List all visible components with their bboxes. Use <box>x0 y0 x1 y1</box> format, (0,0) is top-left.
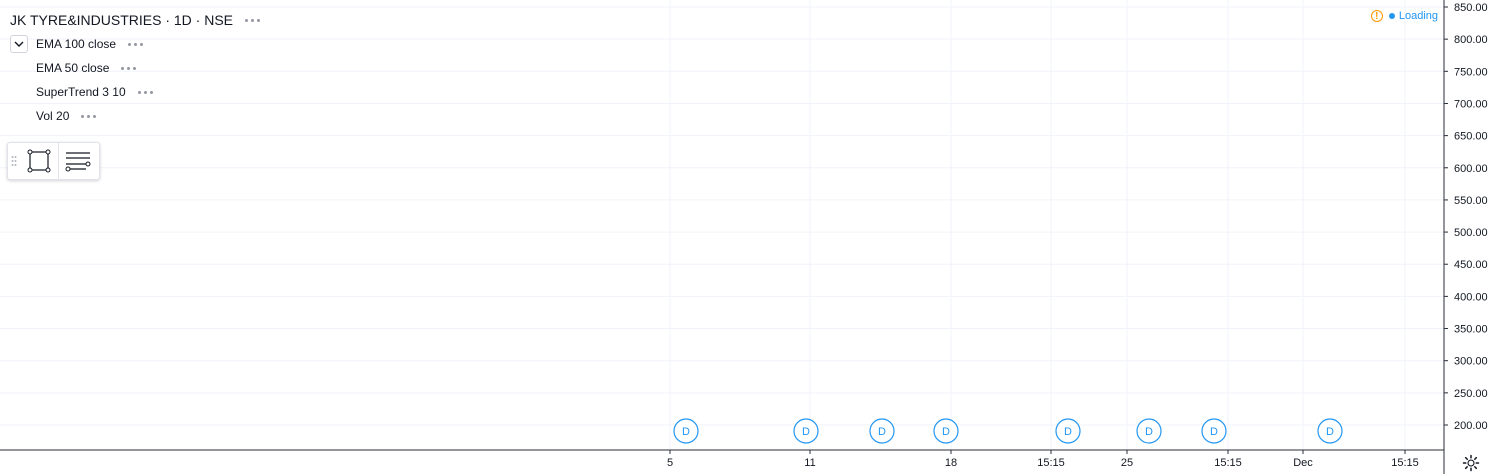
horizontal-lines-icon <box>65 152 91 172</box>
floating-drawing-toolbar <box>7 142 100 180</box>
study-row-ema100: EMA 100 close <box>10 32 260 56</box>
dividend-marker-label: D <box>682 426 690 438</box>
price-tick-label: 750.00 <box>1454 66 1488 78</box>
dividend-marker-label: D <box>1210 426 1218 438</box>
horizontal-lines-tool-button[interactable] <box>58 143 97 179</box>
dividend-marker[interactable]: D <box>1201 418 1227 444</box>
time-tick-label: 15:15 <box>1037 457 1065 469</box>
time-tick-label: 18 <box>945 457 957 469</box>
dividend-marker[interactable]: D <box>933 418 959 444</box>
study-row-vol: Vol 20 <box>10 104 260 128</box>
study-more-icon[interactable] <box>121 66 137 70</box>
time-tick-label: 15:15 <box>1214 457 1242 469</box>
study-more-icon[interactable] <box>81 114 97 118</box>
study-label[interactable]: Vol 20 <box>36 109 70 123</box>
time-tick-label: 11 <box>804 457 815 469</box>
chevron-down-icon <box>14 41 24 47</box>
rectangle-tool-button[interactable] <box>20 143 58 179</box>
status-indicator: ! Loading <box>1370 10 1438 22</box>
dividend-marker[interactable]: D <box>1136 418 1162 444</box>
price-tick-label: 400.00 <box>1454 291 1488 303</box>
price-axis[interactable]: 850.00 800.00 750.00 700.00 650.00 600.00 550.… <box>1444 2 1488 432</box>
price-tick-label: 550.00 <box>1454 195 1488 207</box>
price-tick-label: 600.00 <box>1454 163 1488 175</box>
collapse-studies-button[interactable] <box>10 35 28 53</box>
study-more-icon[interactable] <box>128 42 144 46</box>
dividend-marker[interactable]: D <box>673 418 699 444</box>
chart-legend: JK TYRE&INDUSTRIES · 1D · NSE EMA 100 cl… <box>10 8 261 128</box>
dividend-marker-label: D <box>802 426 810 438</box>
price-tick-label: 850.00 <box>1454 2 1488 14</box>
study-label[interactable]: SuperTrend 3 10 <box>36 85 126 99</box>
time-tick-label: 5 <box>667 457 673 469</box>
time-tick-label: Dec <box>1293 457 1313 469</box>
dividend-marker-label: D <box>1326 426 1334 438</box>
loading-label: Loading <box>1398 10 1438 22</box>
warning-icon[interactable]: ! <box>1370 10 1383 22</box>
study-label[interactable]: EMA 100 close <box>36 37 117 51</box>
study-row-ema50: EMA 50 close <box>10 56 260 80</box>
symbol-row: JK TYRE&INDUSTRIES · 1D · NSE <box>10 8 261 32</box>
price-tick-label: 450.00 <box>1454 259 1488 271</box>
vertical-gridlines <box>669 0 1406 450</box>
symbol-more-icon[interactable] <box>245 18 261 22</box>
dividend-marker-label: D <box>1064 426 1072 438</box>
study-label[interactable]: EMA 50 close <box>36 61 110 75</box>
dividend-marker[interactable]: D <box>1055 418 1081 444</box>
price-tick-label: 350.00 <box>1454 324 1488 336</box>
time-axis[interactable]: 5 11 18 15:15 25 15:15 Dec 15:15 <box>667 450 1419 469</box>
rectangle-icon <box>27 149 51 173</box>
loading-dot-icon <box>1388 13 1395 19</box>
dividend-marker-label: D <box>878 426 886 438</box>
dividend-marker-label: D <box>1145 426 1153 438</box>
study-more-icon[interactable] <box>137 90 153 94</box>
drag-handle-icon[interactable] <box>8 143 20 179</box>
price-tick-label: 700.00 <box>1454 98 1488 110</box>
price-tick-label: 650.00 <box>1454 131 1488 143</box>
time-tick-label: 25 <box>1121 457 1133 469</box>
price-tick-label: 200.00 <box>1454 420 1488 432</box>
dividend-marker-label: D <box>942 426 950 438</box>
time-tick-label: 15:15 <box>1391 457 1419 469</box>
symbol-title[interactable]: JK TYRE&INDUSTRIES · 1D · NSE <box>10 12 234 28</box>
dividend-marker[interactable]: D <box>869 418 895 444</box>
price-tick-label: 250.00 <box>1454 388 1488 400</box>
dividend-marker[interactable]: D <box>1317 418 1343 444</box>
price-tick-label: 500.00 <box>1454 227 1488 239</box>
price-tick-label: 800.00 <box>1454 34 1488 46</box>
dividend-marker[interactable]: D <box>793 418 819 444</box>
study-row-supertrend: SuperTrend 3 10 <box>10 80 260 104</box>
price-tick-label: 300.00 <box>1454 356 1488 368</box>
gear-icon[interactable] <box>1462 454 1480 472</box>
